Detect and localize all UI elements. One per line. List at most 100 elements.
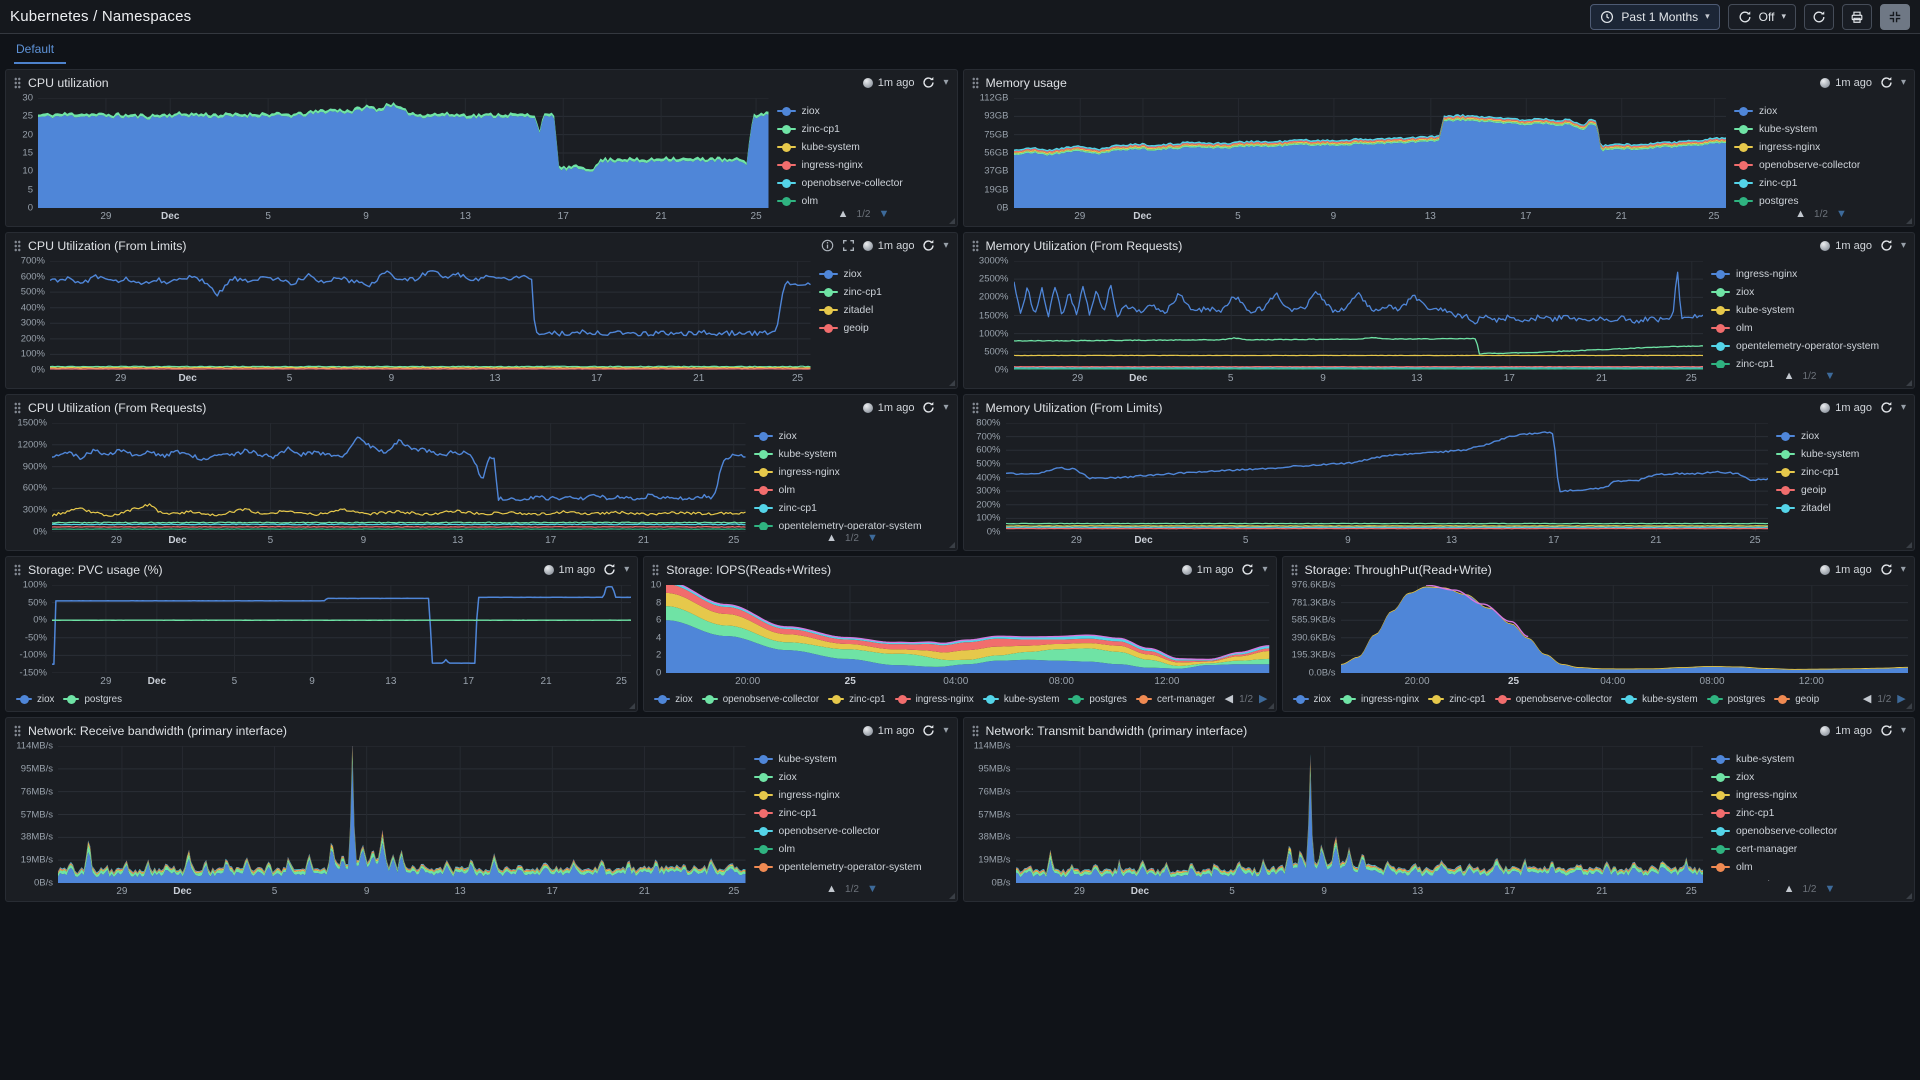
legend-item-olm[interactable]: olm <box>753 840 951 858</box>
legend-page-down-icon[interactable]: ▼ <box>866 531 878 544</box>
legend-item-ziox[interactable]: ziox <box>1776 427 1908 445</box>
panel-menu-caret-icon[interactable]: ▾ <box>1900 239 1906 251</box>
legend-item-opentelemetry-operator-system[interactable]: opentelemetry-operator-system <box>1711 876 1908 881</box>
chart-canvas-storage-throughput[interactable] <box>1340 585 1908 673</box>
legend-item-zitadel[interactable]: zitadel <box>1776 499 1908 517</box>
panel-menu-caret-icon[interactable]: ▾ <box>943 401 949 413</box>
panel-refresh-icon[interactable] <box>1880 563 1893 576</box>
legend-page-down-icon[interactable]: ▼ <box>1824 882 1836 895</box>
legend-page-up-icon[interactable]: ▲ <box>1795 207 1807 220</box>
legend-item-zinc-cp1[interactable]: zinc-cp1 <box>753 499 951 517</box>
legend-item-ingress-nginx[interactable]: ingress-nginx <box>753 786 951 804</box>
panel-refresh-icon[interactable] <box>1880 401 1893 414</box>
legend-item-geoip[interactable]: geoip <box>1774 689 1819 709</box>
legend-item-ziox[interactable]: ziox <box>818 265 951 283</box>
legend-item-ziox[interactable]: ziox <box>776 102 951 120</box>
legend-page-left-icon[interactable]: ◀ <box>1224 692 1234 705</box>
panel-refresh-icon[interactable] <box>1241 563 1254 576</box>
panel-menu-caret-icon[interactable]: ▾ <box>943 724 949 736</box>
legend-item-cert-manager[interactable]: cert-manager <box>754 876 951 881</box>
legend-page-up-icon[interactable]: ▲ <box>826 882 838 895</box>
legend-page-down-icon[interactable]: ▼ <box>866 882 878 895</box>
panel-resize-handle[interactable] <box>1906 380 1912 386</box>
legend-item-opentelemetry-operator-system[interactable]: opentelemetry-operator-system <box>1711 337 1908 355</box>
legend-item-ziox[interactable]: ziox <box>1292 689 1331 709</box>
legend-page-right-icon[interactable]: ▶ <box>1897 692 1906 705</box>
legend-page-up-icon[interactable]: ▲ <box>1783 882 1795 895</box>
panel-refresh-icon[interactable] <box>922 724 935 737</box>
panel-menu-caret-icon[interactable]: ▾ <box>1900 563 1906 575</box>
legend-item-ziox[interactable]: ziox <box>753 768 951 786</box>
legend-page-up-icon[interactable]: ▲ <box>826 531 838 544</box>
legend-item-ziox[interactable]: ziox <box>1734 102 1908 120</box>
legend-item-ingress-nginx[interactable]: ingress-nginx <box>1339 689 1419 709</box>
expand-panel-icon[interactable] <box>842 239 855 252</box>
legend-item-olm[interactable]: olm <box>776 192 951 206</box>
info-icon[interactable] <box>821 239 834 252</box>
chart-canvas-mem-util-requests[interactable] <box>1014 261 1704 370</box>
panel-menu-caret-icon[interactable]: ▾ <box>1900 76 1906 88</box>
chart-canvas-cpu-util-requests[interactable] <box>52 423 746 532</box>
legend-page-right-icon[interactable]: ▶ <box>1259 692 1268 705</box>
refresh-button[interactable] <box>1804 3 1834 30</box>
legend-item-openobserve-collector[interactable]: openobserve-collector <box>753 822 951 840</box>
legend-item-kube-system[interactable]: kube-system <box>753 445 951 463</box>
drag-handle-icon[interactable] <box>14 76 21 89</box>
panel-refresh-icon[interactable] <box>922 401 935 414</box>
legend-item-cert-manager[interactable]: cert-manager <box>1135 689 1215 709</box>
panel-refresh-icon[interactable] <box>922 76 935 89</box>
drag-handle-icon[interactable] <box>652 563 660 576</box>
legend-item-zinc-cp1[interactable]: zinc-cp1 <box>1711 804 1908 822</box>
legend-item-postgres[interactable]: postgres <box>1706 689 1765 709</box>
chart-canvas-cpu-util-limits[interactable] <box>50 261 811 370</box>
legend-item-ingress-nginx[interactable]: ingress-nginx <box>1711 265 1908 283</box>
legend-item-olm[interactable]: olm <box>753 481 951 499</box>
legend-item-ziox[interactable]: ziox <box>1711 768 1908 786</box>
panel-resize-handle[interactable] <box>948 218 955 224</box>
legend-item-ziox[interactable]: ziox <box>1711 283 1908 301</box>
panel-menu-caret-icon[interactable]: ▾ <box>1262 563 1268 575</box>
panel-refresh-icon[interactable] <box>1880 239 1893 252</box>
legend-item-kube-system[interactable]: kube-system <box>1621 689 1698 709</box>
legend-item-ziox[interactable]: ziox <box>753 427 951 445</box>
legend-item-geoip[interactable]: geoip <box>1776 481 1908 499</box>
legend-item-kube-system[interactable]: kube-system <box>1734 120 1908 138</box>
legend-item-olm[interactable]: olm <box>1711 319 1908 337</box>
legend-item-openobserve-collector[interactable]: openobserve-collector <box>1734 156 1908 174</box>
panel-resize-handle[interactable] <box>948 542 955 548</box>
legend-item-zinc-cp1[interactable]: zinc-cp1 <box>776 120 951 138</box>
panel-menu-caret-icon[interactable]: ▾ <box>624 563 630 575</box>
drag-handle-icon[interactable] <box>971 239 979 252</box>
legend-item-opentelemetry-operator-system[interactable]: opentelemetry-operator-system <box>753 517 951 530</box>
chart-canvas-storage-iops[interactable] <box>666 585 1270 673</box>
legend-item-openobserve-collector[interactable]: openobserve-collector <box>1494 689 1612 709</box>
legend-item-kube-system[interactable]: kube-system <box>1776 445 1908 463</box>
legend-item-openobserve-collector[interactable]: openobserve-collector <box>701 689 819 709</box>
legend-item-zinc-cp1[interactable]: zinc-cp1 <box>1428 689 1486 709</box>
legend-item-kube-system[interactable]: kube-system <box>753 750 951 768</box>
panel-menu-caret-icon[interactable]: ▾ <box>1900 401 1906 413</box>
legend-item-postgres[interactable]: postgres <box>1068 689 1127 709</box>
panel-menu-caret-icon[interactable]: ▾ <box>943 239 949 251</box>
legend-item-ingress-nginx[interactable]: ingress-nginx <box>894 689 974 709</box>
legend-item-kube-system[interactable]: kube-system <box>982 689 1059 709</box>
chart-canvas-storage-pvc[interactable] <box>52 585 631 673</box>
legend-item-zinc-cp1[interactable]: zinc-cp1 <box>828 689 886 709</box>
legend-item-olm[interactable]: olm <box>1711 858 1908 876</box>
panel-resize-handle[interactable] <box>1905 703 1912 709</box>
legend-page-up-icon[interactable]: ▲ <box>1783 369 1795 382</box>
legend-item-ziox[interactable]: ziox <box>16 689 54 709</box>
legend-item-cert-manager[interactable]: cert-manager <box>1711 840 1908 858</box>
legend-item-postgres[interactable]: postgres <box>63 689 122 709</box>
auto-refresh-button[interactable]: Off ▾ <box>1727 3 1796 30</box>
legend-item-openobserve-collector[interactable]: openobserve-collector <box>1711 822 1908 840</box>
legend-item-zinc-cp1[interactable]: zinc-cp1 <box>1734 174 1908 192</box>
legend-item-zitadel[interactable]: zitadel <box>818 301 951 319</box>
legend-item-zinc-cp1[interactable]: zinc-cp1 <box>818 283 951 301</box>
drag-handle-icon[interactable] <box>14 401 21 414</box>
chart-canvas-memory-usage[interactable] <box>1013 98 1727 208</box>
panel-resize-handle[interactable] <box>948 380 955 386</box>
panel-menu-caret-icon[interactable]: ▾ <box>1900 724 1906 736</box>
panel-resize-handle[interactable] <box>1906 893 1912 899</box>
panel-resize-handle[interactable] <box>1906 542 1912 548</box>
